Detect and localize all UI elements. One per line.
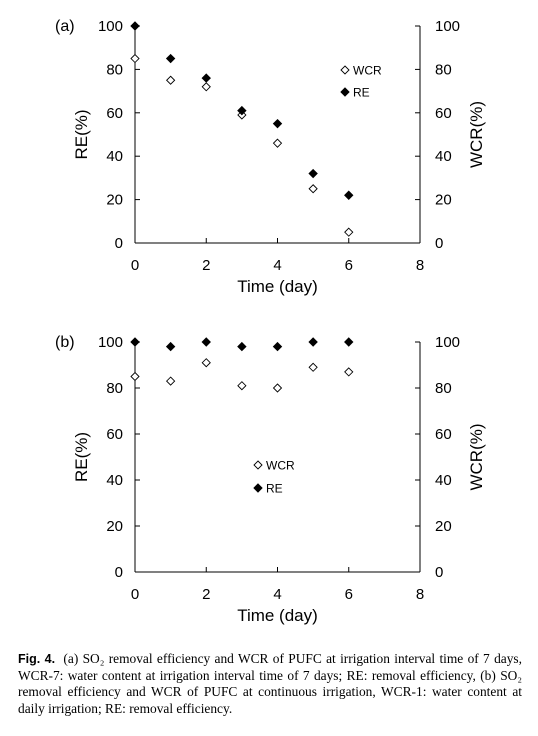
left-y-tick-label: 0 [115,564,123,581]
wcr-point [130,371,140,382]
left-y-tick-label: 80 [106,61,123,78]
re-point [201,337,211,347]
x-tick-label: 6 [345,257,353,274]
wcr-point [201,82,211,92]
re-point [130,337,140,347]
right-y-tick-label: 0 [435,564,443,581]
left-y-tick-label: 0 [115,235,123,252]
right-y-tick-label: 20 [435,518,452,535]
x-tick-label: 4 [273,257,281,274]
re-point [165,341,176,352]
wcr-point [201,358,211,368]
right-y-axis-title: WCR(%) [467,101,486,168]
right-y-tick-label: 0 [435,235,443,252]
right-y-tick-label: 20 [435,192,452,209]
right-y-tick-label: 100 [435,334,460,351]
re-point [201,73,211,83]
left-y-axis-title: RE(%) [72,109,91,159]
wcr-point [165,376,176,386]
legend-marker-re [253,483,263,493]
right-y-tick-label: 40 [435,472,452,489]
re-point [130,21,140,31]
left-y-tick-label: 100 [98,18,123,35]
left-y-tick-label: 60 [106,105,123,122]
left-y-tick-label: 60 [106,426,123,443]
wcr-point [272,383,283,393]
x-tick-label: 6 [345,586,353,603]
x-axis-title: Time (day) [237,277,318,296]
right-y-axis-title: WCR(%) [467,423,486,490]
left-y-tick-label: 20 [106,192,123,209]
right-y-tick-label: 40 [435,148,452,165]
wcr-point [130,53,140,64]
left-y-tick-label: 20 [106,518,123,535]
wcr-point [165,75,176,85]
left-y-tick-label: 40 [106,472,123,489]
x-tick-label: 2 [202,257,210,274]
left-y-tick-label: 100 [98,334,123,351]
right-y-tick-label: 60 [435,105,452,122]
re-point [237,341,247,352]
x-tick-label: 0 [131,586,139,603]
left-y-tick-label: 80 [106,380,123,397]
wcr-point [237,381,247,391]
legend-marker-wcr [253,460,263,470]
x-tick-label: 4 [273,586,281,603]
legend-label-wcr: WCR [353,64,382,78]
x-tick-label: 2 [202,586,210,603]
right-y-tick-label: 80 [435,380,452,397]
re-point [272,341,283,352]
wcr-point [344,367,354,377]
x-axis-title: Time (day) [237,606,318,625]
caption-label: Fig. 4. [18,652,56,666]
right-y-tick-label: 60 [435,426,452,443]
wcr-point [344,227,354,237]
wcr-point [272,138,283,148]
x-tick-label: 0 [131,257,139,274]
wcr-point [308,362,318,372]
legend-label-wcr: WCR [266,459,295,473]
left-y-axis-title: RE(%) [72,432,91,482]
re-point [308,168,318,179]
panel-label: (b) [55,334,75,351]
re-point [344,337,354,347]
re-point [308,337,318,347]
re-point [237,105,247,116]
right-y-tick-label: 100 [435,18,460,35]
legend-label-re: RE [353,86,370,100]
re-point [272,118,283,129]
wcr-point [308,184,318,194]
re-point [344,190,354,200]
re-point [165,53,176,64]
legend-marker-re [340,87,350,97]
legend-label-re: RE [266,482,283,496]
x-tick-label: 8 [416,586,424,603]
figure-caption: Fig. 4. (a) SO₂ removal efficiency and W… [18,651,522,717]
panel-label: (a) [55,18,75,35]
legend-marker-wcr [340,65,350,75]
left-y-tick-label: 40 [106,148,123,165]
caption-text: (a) SO₂ removal efficiency and WCR of PU… [18,651,522,716]
x-tick-label: 8 [416,257,424,274]
right-y-tick-label: 80 [435,61,452,78]
